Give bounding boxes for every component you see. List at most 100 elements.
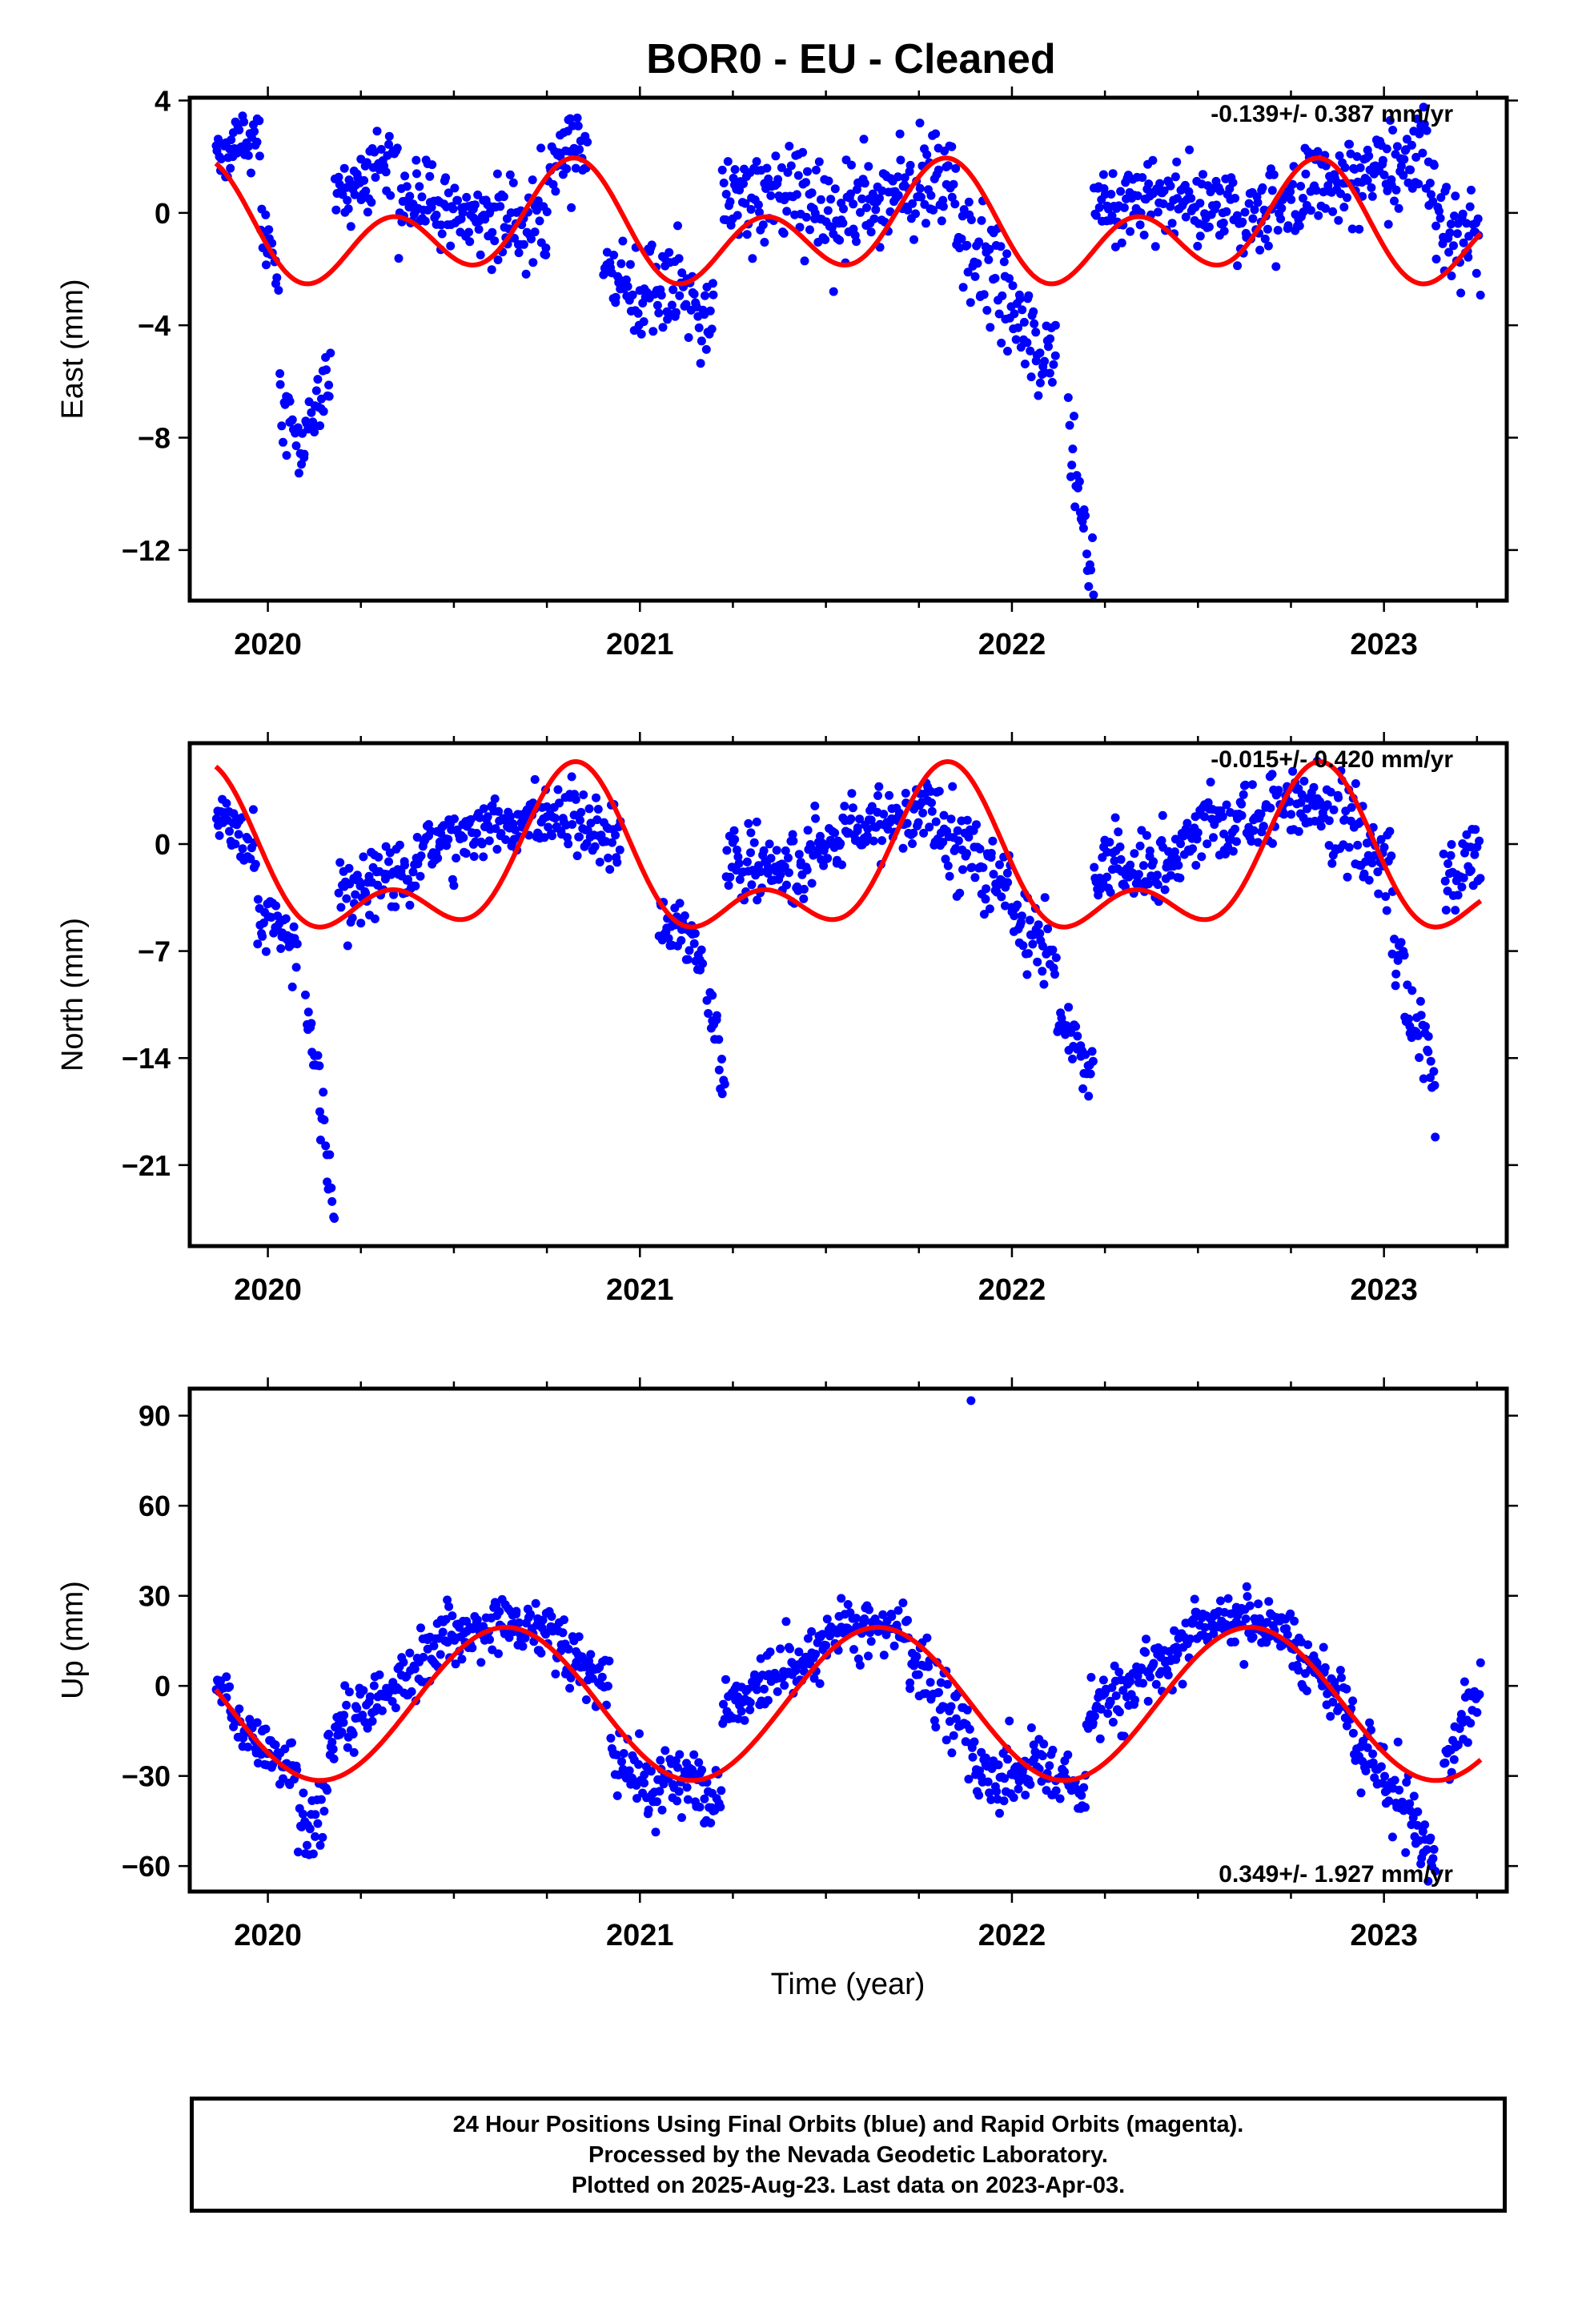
up-ytick-label: −60 [122, 1850, 171, 1883]
east-data-point [370, 147, 379, 157]
up-data-point [1426, 1833, 1435, 1843]
east-data-point [915, 119, 925, 128]
north-data-point [734, 858, 744, 868]
north-data-point [287, 982, 297, 991]
up-data-point [344, 1687, 354, 1697]
up-data-point [934, 1687, 943, 1697]
north-data-point [948, 782, 958, 791]
east-data-point [994, 309, 1004, 319]
north-data-point [327, 1183, 336, 1192]
north-data-point [1017, 911, 1026, 921]
east-data-point [1438, 239, 1447, 248]
east-data-point [1046, 334, 1055, 344]
east-data-point [986, 323, 995, 332]
east-data-point [835, 235, 845, 245]
up-data-point [706, 1818, 716, 1827]
east-model-curve [214, 155, 1483, 287]
up-data-point [912, 1651, 921, 1661]
east-data-point [311, 386, 321, 396]
east-ytick-label: 4 [155, 85, 171, 118]
north-data-point [846, 814, 856, 823]
north-data-point [1347, 802, 1356, 812]
north-data-point [1073, 1031, 1082, 1041]
east-data-point [1276, 214, 1286, 223]
east-data-point [829, 287, 838, 296]
north-data-point [307, 1019, 316, 1028]
up-xtick-label: 2021 [606, 1919, 674, 1952]
north-data-point [1114, 827, 1123, 837]
east-data-point [1016, 343, 1026, 352]
east-data-point [656, 291, 666, 300]
up-data-point [405, 1648, 415, 1658]
east-data-point [437, 229, 447, 239]
up-data-point [1463, 1738, 1472, 1747]
north-data-point [494, 806, 504, 816]
east-data-point [847, 160, 856, 170]
up-data-point [1079, 1783, 1089, 1792]
up-data-point [737, 1707, 746, 1716]
up-data-point [765, 1647, 775, 1657]
east-data-point [1135, 220, 1145, 230]
up-data-point [1021, 1791, 1030, 1799]
up-data-point [391, 1703, 400, 1713]
north-data-point [927, 798, 936, 807]
east-data-point [299, 449, 309, 459]
east-data-point [1024, 291, 1034, 300]
east-data-point [275, 380, 285, 389]
north-data-point [530, 774, 540, 784]
up-data-point [695, 1803, 705, 1811]
up-data-point [429, 1641, 439, 1651]
east-data-point [827, 223, 837, 232]
up-data-point [1423, 1876, 1433, 1886]
east-data-point [667, 300, 677, 310]
east-data-point [331, 205, 341, 215]
east-data-point [1018, 305, 1027, 315]
east-data-point [746, 205, 756, 214]
east-data-point [496, 202, 505, 211]
up-data-point [365, 1692, 375, 1702]
north-data-point [782, 880, 791, 890]
north-data-point [1142, 830, 1151, 840]
east-data-point [958, 211, 967, 221]
north-data-point [836, 838, 845, 848]
east-data-point [420, 216, 430, 226]
east-data-point [849, 199, 858, 209]
footer-caption-box: 24 Hour Positions Using Final Orbits (bl… [190, 2097, 1507, 2213]
east-data-point [464, 227, 473, 237]
north-data-point [575, 832, 584, 842]
east-data-point [1399, 155, 1409, 164]
east-data-point [1301, 169, 1311, 179]
east-data-point [762, 163, 772, 173]
east-data-point [1110, 242, 1120, 251]
east-data-point [1418, 148, 1427, 158]
up-data-point [1328, 1697, 1338, 1707]
east-data-point [694, 323, 704, 332]
east-data-point [1269, 170, 1279, 179]
north-data-point [243, 834, 253, 844]
east-data-point [1008, 281, 1018, 291]
east-data-point [1334, 215, 1343, 225]
east-data-point [673, 221, 682, 231]
east-data-point [536, 143, 546, 153]
up-data-point [337, 1727, 347, 1737]
east-data-point [250, 127, 259, 136]
north-data-point [1253, 838, 1263, 847]
up-data-point [1248, 1632, 1258, 1642]
north-data-point [1329, 805, 1339, 814]
up-data-point [926, 1678, 935, 1687]
north-data-point [289, 922, 299, 931]
east-data-point [1399, 171, 1408, 180]
up-data-point [821, 1641, 831, 1651]
north-data-point [592, 815, 602, 825]
east-data-point [1296, 182, 1306, 191]
north-data-point [1249, 826, 1259, 835]
north-data-point [477, 839, 487, 849]
east-data-point [990, 274, 1000, 283]
east-data-point [1472, 268, 1481, 278]
north-data-point [1090, 862, 1099, 872]
east-data-point [633, 308, 643, 318]
north-data-point [327, 1196, 337, 1206]
north-data-point [321, 1141, 331, 1151]
up-data-point [536, 1648, 546, 1658]
east-data-point [1321, 203, 1331, 213]
